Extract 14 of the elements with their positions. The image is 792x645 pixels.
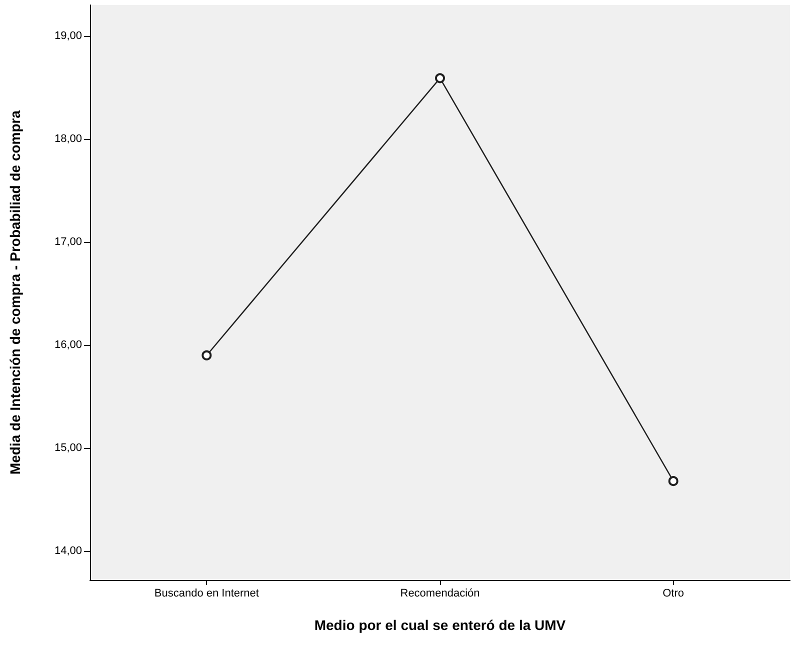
y-axis-title: Media de Intención de compra - Probabiliad de compra xyxy=(7,110,23,475)
y-tick-label: 14,00 xyxy=(54,545,82,558)
y-tick-label: 19,00 xyxy=(54,30,82,42)
x-tick-label: Buscando en Internet xyxy=(154,588,259,600)
y-tick-label: 15,00 xyxy=(54,442,82,454)
y-tick-label: 18,00 xyxy=(54,132,82,145)
x-axis-title: Medio por el cual se enteró de la UMV xyxy=(314,617,566,633)
point xyxy=(668,476,678,486)
x-tick-label: Recomendación xyxy=(400,588,480,600)
point xyxy=(202,350,212,360)
y-tick-label: 16,00 xyxy=(54,339,82,352)
y-tick-label: 17,00 xyxy=(54,236,82,248)
point xyxy=(435,73,445,84)
x-tick-label: Otro xyxy=(662,588,684,600)
